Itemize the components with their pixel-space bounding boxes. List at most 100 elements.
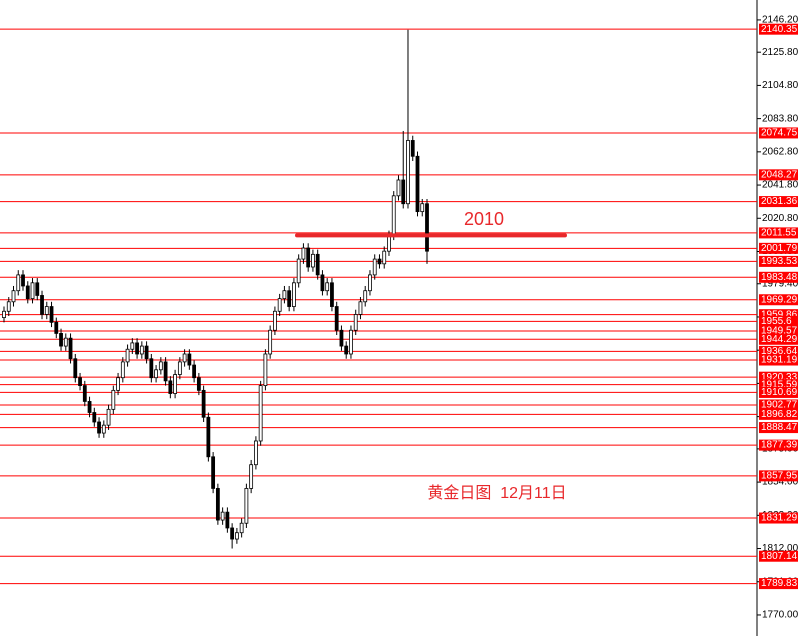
level-label: 1936.64 bbox=[761, 346, 798, 357]
candle-body bbox=[292, 282, 296, 307]
candle-body bbox=[282, 290, 287, 300]
candle-body bbox=[263, 353, 268, 387]
candle-body bbox=[244, 488, 249, 524]
candle-body bbox=[82, 385, 87, 402]
candle-body bbox=[415, 155, 420, 213]
candle-body bbox=[6, 301, 11, 312]
candle-body bbox=[253, 440, 258, 466]
y-tick-label: 1854.00 bbox=[762, 477, 798, 488]
candle-body bbox=[363, 290, 368, 303]
level-label: 1877.39 bbox=[761, 440, 798, 451]
candle-body bbox=[377, 258, 382, 265]
candle-body bbox=[125, 348, 130, 363]
candle-body bbox=[249, 464, 254, 489]
candle-body bbox=[391, 195, 396, 236]
level-label: 2074.75 bbox=[761, 128, 798, 139]
y-tick-label: 2041.80 bbox=[762, 180, 798, 191]
level-label: 2011.55 bbox=[761, 228, 797, 239]
level-label-box bbox=[759, 408, 798, 420]
level-label-box bbox=[759, 354, 798, 366]
annotation-text: 黄金日图 12月11日 bbox=[427, 484, 566, 502]
candle-body bbox=[54, 321, 59, 334]
candle-body bbox=[154, 369, 158, 379]
level-label-box bbox=[759, 386, 798, 398]
level-label: 1993.53 bbox=[761, 256, 798, 267]
level-label-box bbox=[759, 333, 798, 345]
candle-body bbox=[372, 258, 377, 276]
candle-body bbox=[59, 333, 63, 347]
level-label: 1896.82 bbox=[761, 409, 798, 420]
candle-body bbox=[111, 389, 116, 410]
level-label-box bbox=[759, 127, 798, 139]
level-label-box bbox=[759, 23, 798, 35]
candle-body bbox=[30, 282, 35, 300]
candle-body bbox=[11, 290, 16, 303]
annotation-text: 2010 bbox=[464, 209, 504, 229]
level-label-box bbox=[759, 294, 798, 306]
level-label: 1920.33 bbox=[761, 372, 798, 383]
candle-body bbox=[315, 253, 320, 276]
candle-body bbox=[330, 282, 334, 307]
y-tick-label: 2125.80 bbox=[762, 47, 798, 58]
candle-body bbox=[73, 358, 78, 379]
level-label-box bbox=[759, 325, 798, 337]
level-label: 1959.86 bbox=[761, 309, 798, 320]
level-label-box bbox=[759, 271, 798, 283]
candle-body bbox=[92, 412, 97, 423]
level-label: 1789.83 bbox=[761, 578, 798, 589]
candle-body bbox=[44, 306, 49, 315]
level-label: 1831.29 bbox=[761, 513, 798, 524]
candle-body bbox=[78, 377, 82, 387]
level-label: 1931.19 bbox=[761, 355, 798, 366]
candle-body bbox=[2, 310, 6, 319]
level-label-box bbox=[759, 169, 798, 181]
candle-body bbox=[206, 416, 211, 458]
level-label: 1983.48 bbox=[761, 272, 798, 283]
y-tick-label: 1770.00 bbox=[762, 610, 798, 621]
candle-body bbox=[234, 532, 239, 540]
candle-body bbox=[101, 424, 106, 434]
candle-body bbox=[173, 374, 178, 394]
level-label-box bbox=[759, 227, 798, 239]
candle-body bbox=[230, 527, 235, 540]
candle-body bbox=[334, 306, 339, 331]
level-label-box bbox=[759, 399, 798, 411]
level-label-box bbox=[759, 422, 798, 434]
candle-body bbox=[35, 282, 40, 296]
candle-body bbox=[192, 364, 197, 379]
level-label-box bbox=[759, 512, 798, 524]
y-tick-label: 2146.20 bbox=[762, 15, 798, 26]
level-label: 1888.47 bbox=[761, 422, 798, 433]
level-label-box bbox=[759, 379, 798, 391]
level-label: 1949.57 bbox=[761, 326, 798, 337]
level-label: 2140.35 bbox=[761, 24, 798, 35]
candle-body bbox=[325, 282, 330, 292]
candle-body bbox=[211, 456, 216, 489]
level-label: 1955.6 bbox=[761, 316, 792, 327]
candle-body bbox=[187, 353, 192, 366]
candle-body bbox=[182, 353, 187, 363]
candle-body bbox=[135, 342, 139, 355]
candle-body bbox=[287, 290, 292, 307]
candle-body bbox=[425, 203, 429, 252]
candle-body bbox=[311, 253, 315, 268]
candle-body bbox=[25, 285, 30, 300]
candle-body bbox=[87, 401, 92, 413]
candle-body bbox=[420, 203, 425, 213]
candle-body bbox=[63, 337, 68, 347]
candle-body bbox=[296, 258, 301, 284]
y-tick-label: 2062.80 bbox=[762, 146, 798, 157]
level-label-box bbox=[759, 578, 798, 590]
candle-body bbox=[382, 250, 387, 265]
level-label-box bbox=[759, 309, 798, 321]
candle-body bbox=[196, 377, 201, 391]
candle-body bbox=[239, 522, 244, 534]
candle-body bbox=[16, 274, 21, 292]
candle-body bbox=[130, 342, 135, 350]
candle-body bbox=[21, 274, 25, 287]
candle-body bbox=[353, 314, 358, 331]
candle-body bbox=[368, 274, 372, 292]
level-label: 1910.69 bbox=[761, 387, 798, 398]
candle-body bbox=[158, 361, 163, 371]
